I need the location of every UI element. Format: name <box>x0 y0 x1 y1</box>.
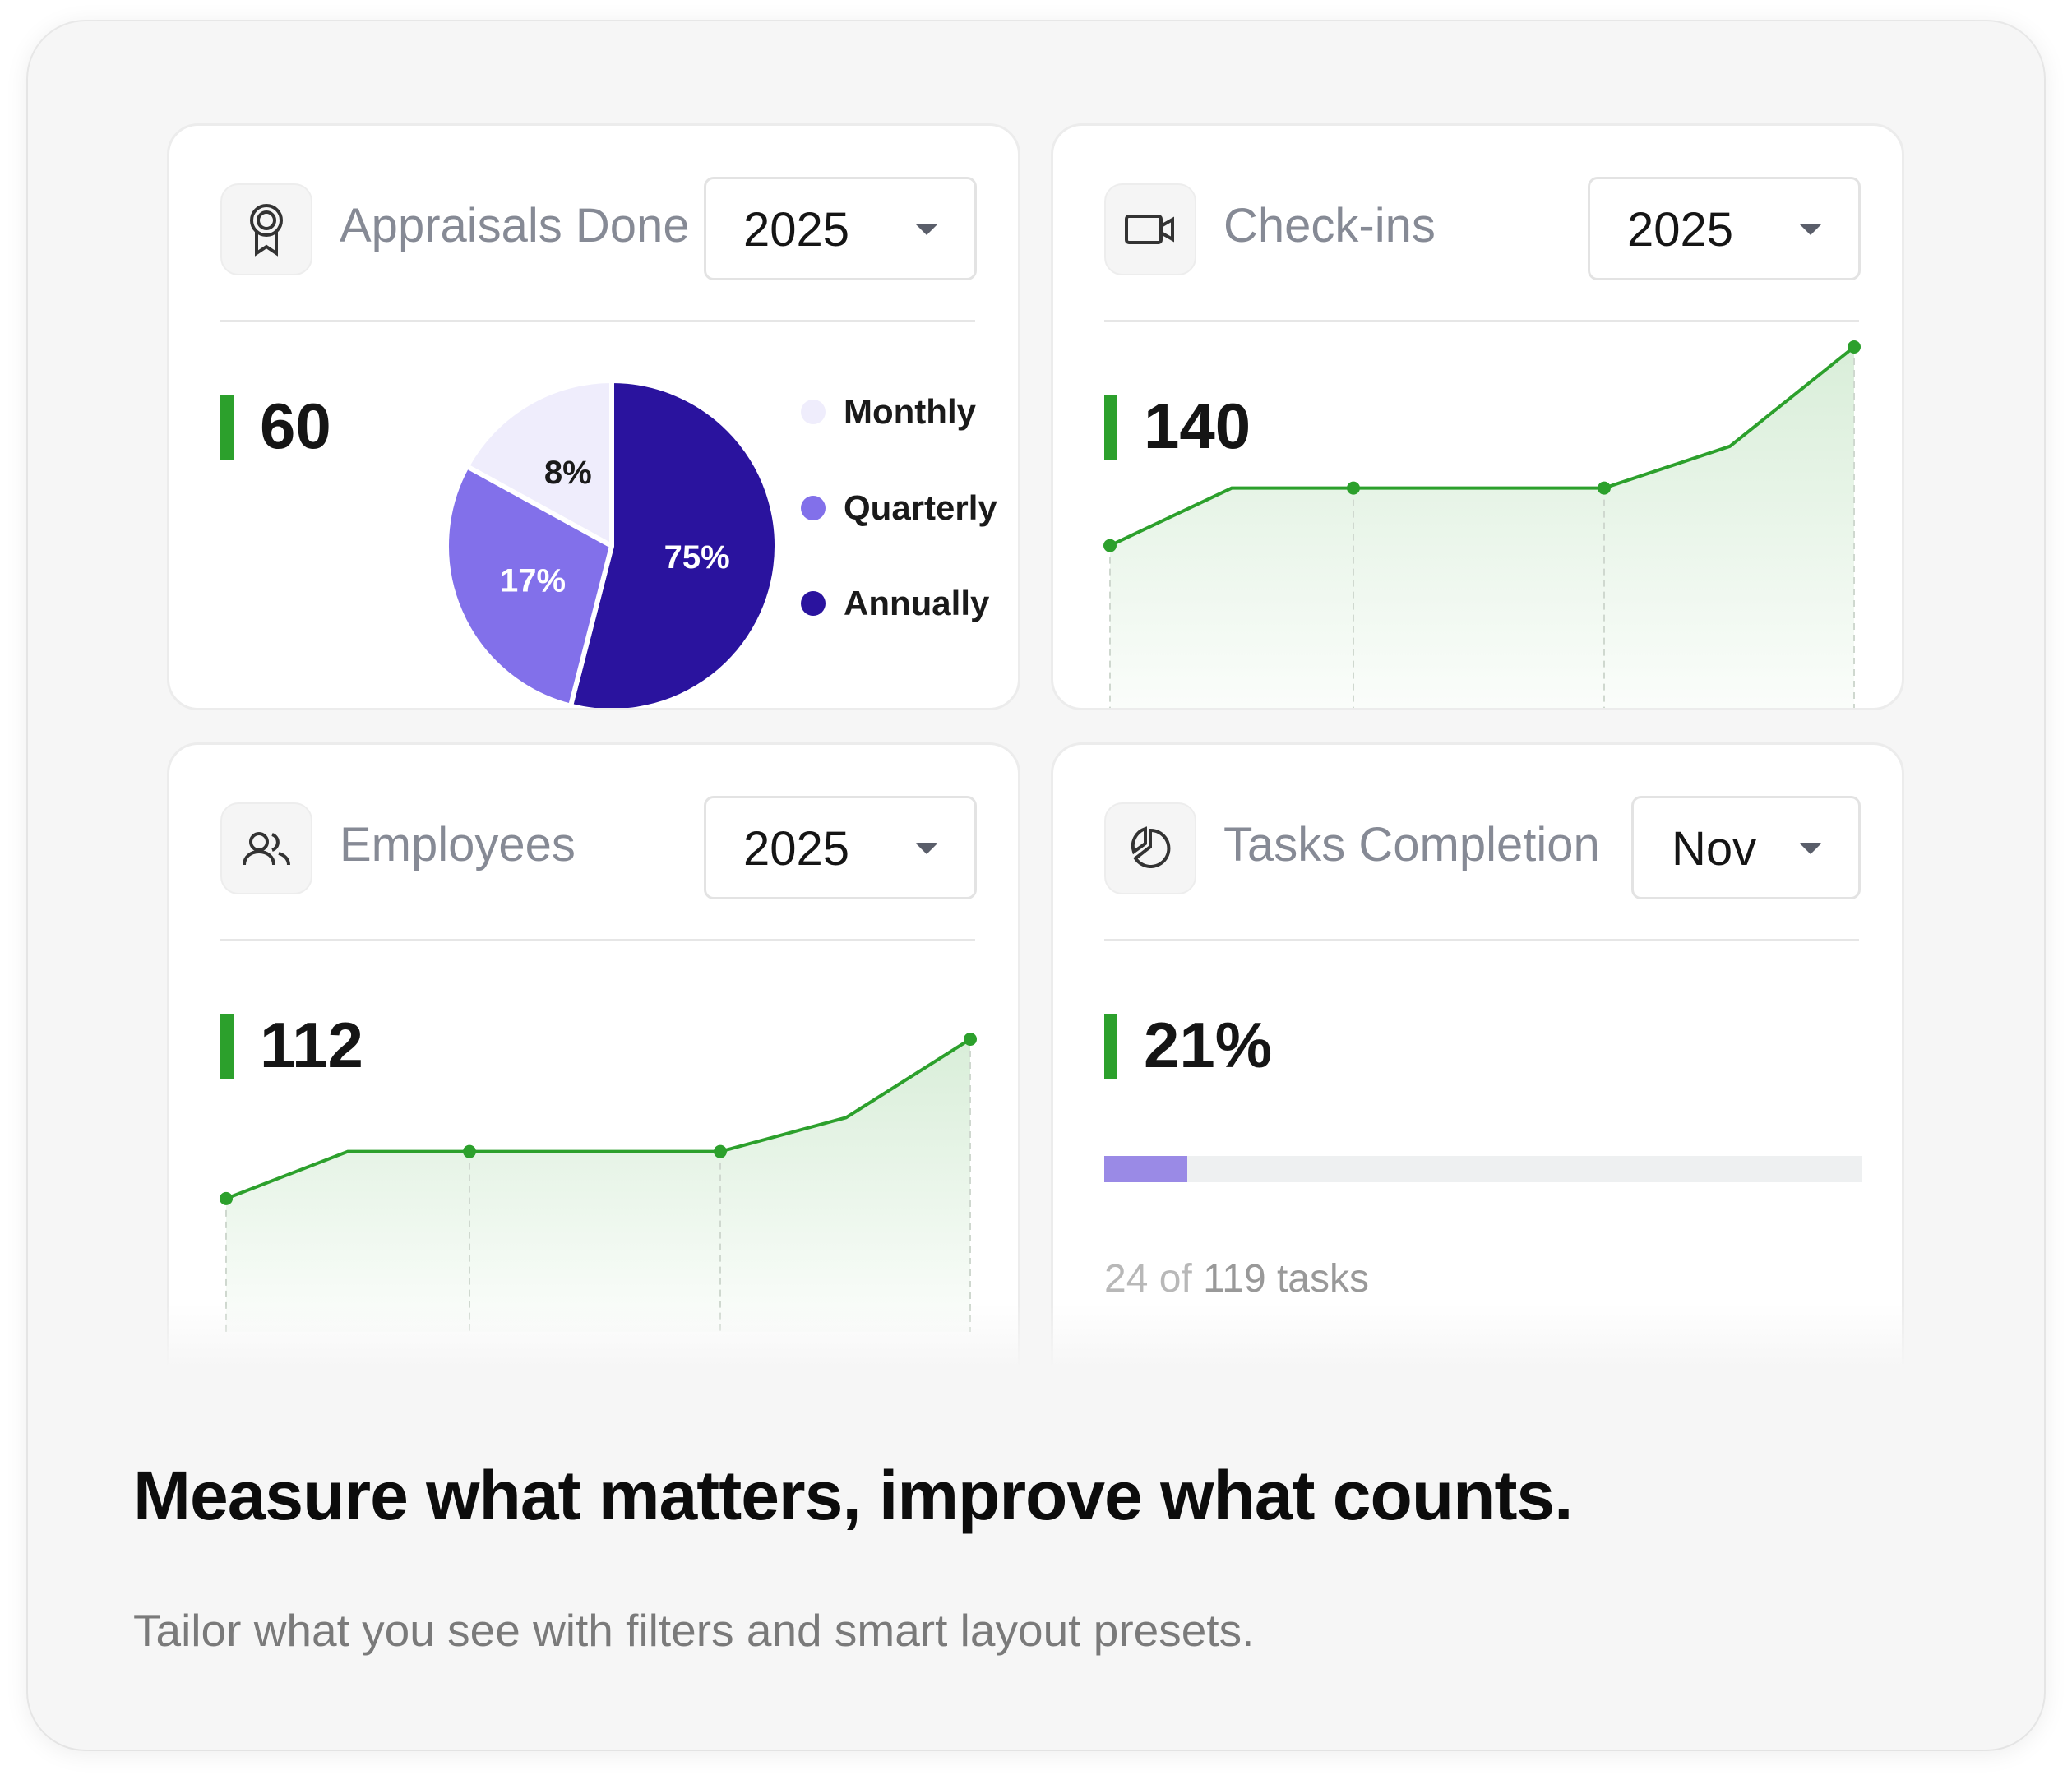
legend-swatch <box>801 496 826 520</box>
legend-label: Annually <box>844 584 990 622</box>
pie-chart-icon <box>1104 802 1196 894</box>
card-title: Appraisals Done <box>340 199 690 252</box>
dropdown-value: 2025 <box>743 203 850 257</box>
dropdown-value: 2025 <box>743 822 850 876</box>
data-point <box>1598 481 1611 495</box>
legend-swatch <box>801 400 826 424</box>
headline: Measure what matters, improve what count… <box>133 1457 1573 1534</box>
appraisals-card: Appraisals Done 2025 60 75% 17% 8% Monthly… <box>167 123 1020 710</box>
line-chart <box>1103 340 1861 708</box>
card-title: Employees <box>340 818 576 871</box>
tasks-card: Tasks Completion Nov 21% 24 of 119 tasks <box>1051 742 1904 1400</box>
caret-down-icon <box>915 843 938 854</box>
data-point <box>714 1144 727 1158</box>
divider <box>1104 939 1859 941</box>
card-title: Check-ins <box>1223 199 1436 252</box>
video-camera-icon <box>1104 183 1196 275</box>
card-title: Tasks Completion <box>1223 818 1600 871</box>
tasks-done: 24 of <box>1104 1257 1192 1301</box>
legend-item: Quarterly <box>801 488 997 528</box>
accent-bar <box>1104 395 1117 460</box>
data-point <box>220 1191 233 1205</box>
pie-slice-monthly <box>464 378 614 548</box>
dropdown-value: Nov <box>1672 822 1757 876</box>
accent-bar <box>1104 1014 1117 1079</box>
users-icon <box>220 802 312 894</box>
legend-label: Monthly <box>844 392 976 431</box>
award-icon <box>220 183 312 275</box>
pie-chart: 75% 17% 8% <box>444 378 779 708</box>
data-point <box>1848 340 1861 354</box>
year-dropdown[interactable]: 2025 <box>1588 177 1861 280</box>
progress-fill <box>1104 1156 1188 1182</box>
caret-down-icon <box>1799 224 1822 235</box>
tasks-count: 24 of 119 tasks <box>1104 1256 1369 1301</box>
progress-bar <box>1104 1156 1862 1182</box>
dropdown-value: 2025 <box>1627 203 1734 257</box>
pie-label: 17% <box>500 563 566 599</box>
divider <box>1104 320 1859 322</box>
series-line <box>1109 345 1856 548</box>
caret-down-icon <box>915 224 938 235</box>
kpi-value: 60 <box>260 390 331 462</box>
area-fill <box>1110 347 1854 708</box>
kpi-value: 112 <box>260 1009 363 1081</box>
pie-label: 8% <box>544 455 592 491</box>
pie-slice-quarterly <box>444 464 614 708</box>
fade-overlay <box>28 1304 2044 1411</box>
accent-bar <box>220 395 234 460</box>
series-line <box>225 1038 972 1200</box>
accent-bar <box>220 1014 234 1079</box>
feature-panel: Appraisals Done 2025 60 75% 17% 8% Monthly… <box>28 21 2044 1750</box>
subtitle: Tailor what you see with filters and sma… <box>133 1605 1255 1656</box>
divider <box>220 939 975 941</box>
checkins-card: Check-ins 2025 140 <box>1051 123 1904 710</box>
legend-swatch <box>801 591 826 616</box>
divider <box>220 320 975 322</box>
pie-slice-annually <box>568 378 779 708</box>
kpi-value: 21% <box>1144 1009 1273 1081</box>
legend-label: Quarterly <box>844 488 997 527</box>
year-dropdown[interactable]: 2025 <box>704 177 977 280</box>
kpi-value: 140 <box>1144 390 1251 462</box>
employees-card: Employees 2025 112 <box>167 742 1020 1400</box>
year-dropdown[interactable]: 2025 <box>704 796 977 899</box>
data-point <box>1347 481 1360 495</box>
pie-label: 75% <box>664 539 730 576</box>
month-dropdown[interactable]: Nov <box>1631 796 1861 899</box>
data-point <box>964 1033 977 1046</box>
caret-down-icon <box>1799 843 1822 854</box>
legend-item: Annually <box>801 584 989 623</box>
line-chart <box>220 1033 977 1332</box>
area-fill <box>226 1039 970 1332</box>
legend-item: Monthly <box>801 392 976 432</box>
data-point <box>1103 539 1117 552</box>
tasks-total: 119 tasks <box>1203 1257 1369 1301</box>
data-point <box>463 1144 476 1158</box>
